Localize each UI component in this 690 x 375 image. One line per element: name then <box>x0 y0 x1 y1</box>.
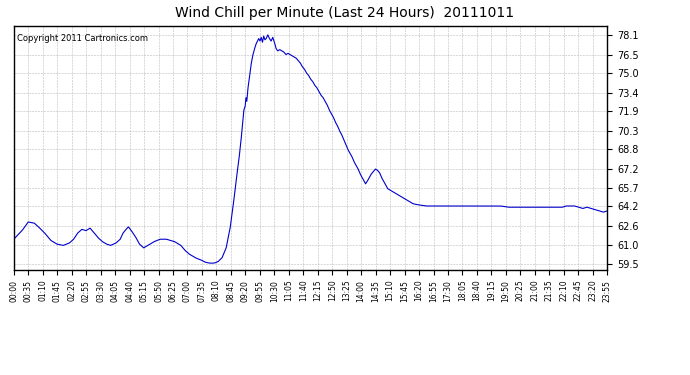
Text: Wind Chill per Minute (Last 24 Hours)  20111011: Wind Chill per Minute (Last 24 Hours) 20… <box>175 6 515 20</box>
Text: Copyright 2011 Cartronics.com: Copyright 2011 Cartronics.com <box>17 34 148 43</box>
